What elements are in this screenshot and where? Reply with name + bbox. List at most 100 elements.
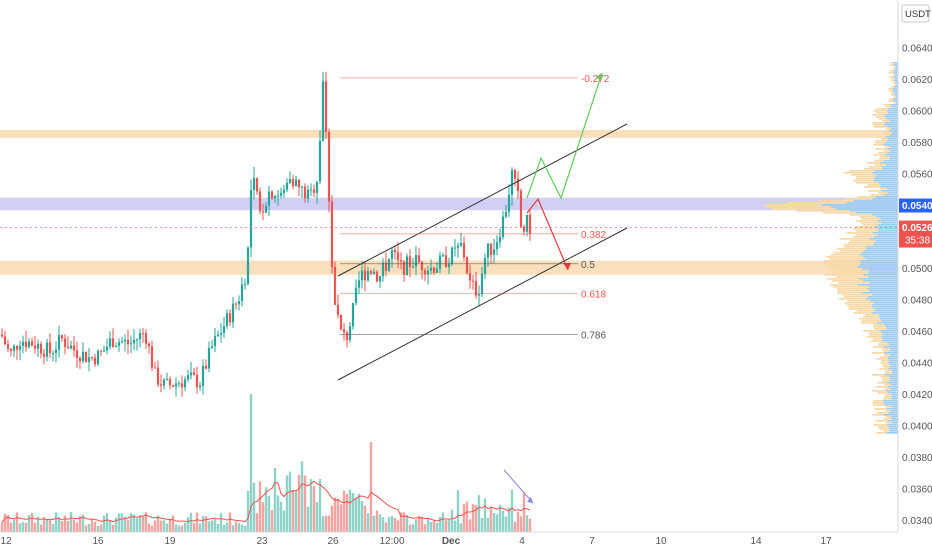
volume-bar	[402, 512, 406, 532]
profile-bar-down	[826, 264, 860, 266]
profile-bar-up	[874, 176, 898, 178]
candle-body	[87, 357, 91, 362]
volume-bar	[90, 519, 94, 532]
volume-bar	[204, 516, 208, 532]
volume-bar	[102, 515, 106, 532]
price-axis[interactable]: 0.0640 0.0620 0.0600 0.0580 0.0560 0.0540 0.05…	[897, 0, 932, 532]
profile-bar-down	[893, 96, 896, 98]
profile-bar-down	[831, 280, 864, 282]
candle-body	[144, 333, 148, 344]
profile-bar-down	[766, 206, 832, 208]
volume-bar	[399, 512, 403, 532]
profile-bar-up	[872, 214, 898, 216]
profile-bar-down	[891, 78, 895, 80]
profile-bar-down	[872, 414, 884, 416]
volume-bar	[468, 519, 472, 532]
profile-bar-up	[888, 192, 898, 194]
profile-bar-up	[888, 138, 898, 140]
volume-bar	[93, 521, 97, 532]
candle-body	[114, 345, 118, 347]
candle-body	[297, 179, 301, 188]
profile-bar-up	[871, 306, 898, 308]
volume-bar	[327, 515, 331, 532]
profile-bar-down	[835, 276, 869, 278]
profile-bar-down	[885, 372, 893, 374]
profile-bar-down	[876, 112, 888, 114]
candle-body	[159, 384, 163, 386]
profile-bar-up	[889, 380, 898, 382]
profile-bar-up	[893, 64, 898, 66]
volume-bar	[318, 478, 322, 532]
profile-bar-down	[882, 120, 890, 122]
volume-bar	[33, 522, 37, 532]
profile-bar-up	[878, 230, 898, 232]
volume-bar	[18, 523, 22, 532]
candlesticks	[0, 71, 532, 397]
fib-level-label: 0.618	[581, 290, 606, 301]
candle-body	[468, 273, 472, 281]
volume-bar	[504, 516, 508, 532]
profile-bar-down	[892, 68, 895, 70]
volume-bar	[372, 515, 376, 532]
profile-bar-down	[874, 328, 887, 330]
profile-bar-up	[887, 356, 898, 358]
volume-bar	[141, 515, 145, 532]
profile-bar-down	[878, 158, 890, 160]
profile-bar-up	[869, 238, 898, 240]
candle-body	[78, 357, 82, 362]
profile-bar-up	[873, 302, 898, 304]
projection-up-head	[596, 73, 602, 81]
profile-bar-down	[888, 100, 894, 102]
profile-bar-up	[895, 82, 898, 84]
candle-body	[510, 170, 514, 195]
volume-bar	[252, 482, 256, 532]
volume-bar	[258, 481, 262, 532]
profile-bar-up	[881, 190, 898, 192]
profile-bar-down	[830, 254, 860, 256]
profile-bar-down	[860, 320, 882, 322]
profile-bar-up	[893, 76, 898, 78]
profile-bar-down	[855, 178, 874, 180]
volume-bar	[27, 515, 31, 532]
candle-body	[102, 350, 106, 352]
profile-bar-down	[868, 166, 883, 168]
volume-bar	[354, 497, 358, 532]
profile-bar-down	[880, 356, 888, 358]
time-tick-label: 4	[519, 536, 525, 547]
profile-bar-down	[883, 366, 890, 368]
currency-label: USDT	[905, 9, 931, 20]
volume-bar	[453, 520, 457, 532]
profile-bar-down	[872, 402, 884, 404]
candle-body	[402, 261, 406, 275]
volume-bar	[267, 495, 271, 532]
profile-bar-down	[883, 150, 891, 152]
profile-bar-down	[882, 364, 891, 366]
profile-bar-up	[895, 96, 898, 98]
candle-body	[75, 350, 79, 358]
profile-bar-up	[883, 346, 898, 348]
candle-body	[462, 242, 466, 258]
candle-body	[6, 344, 10, 349]
candle-body	[120, 341, 124, 343]
profile-bar-down	[873, 326, 886, 328]
profile-bar-down	[878, 342, 888, 344]
candle-body	[342, 329, 346, 333]
profile-bar-up	[877, 322, 898, 324]
profile-bar-down	[880, 376, 890, 378]
volume-bar	[450, 509, 454, 532]
profile-bar-down	[858, 318, 880, 320]
volume-bar	[501, 510, 505, 532]
profile-bar-up	[891, 418, 898, 420]
candle-body	[276, 195, 280, 197]
profile-bar-up	[884, 404, 898, 406]
profile-bar-up	[887, 358, 898, 360]
price-tick-label: 0.0580	[902, 138, 932, 149]
time-axis[interactable]: 12 16 19 23 26 12:00 Dec 4 7 10 14 17	[0, 531, 898, 547]
profile-bar-down	[856, 176, 875, 178]
candle-body	[303, 186, 307, 199]
candle-body	[249, 189, 253, 248]
candle-body	[417, 255, 421, 263]
candle-body	[345, 332, 349, 341]
